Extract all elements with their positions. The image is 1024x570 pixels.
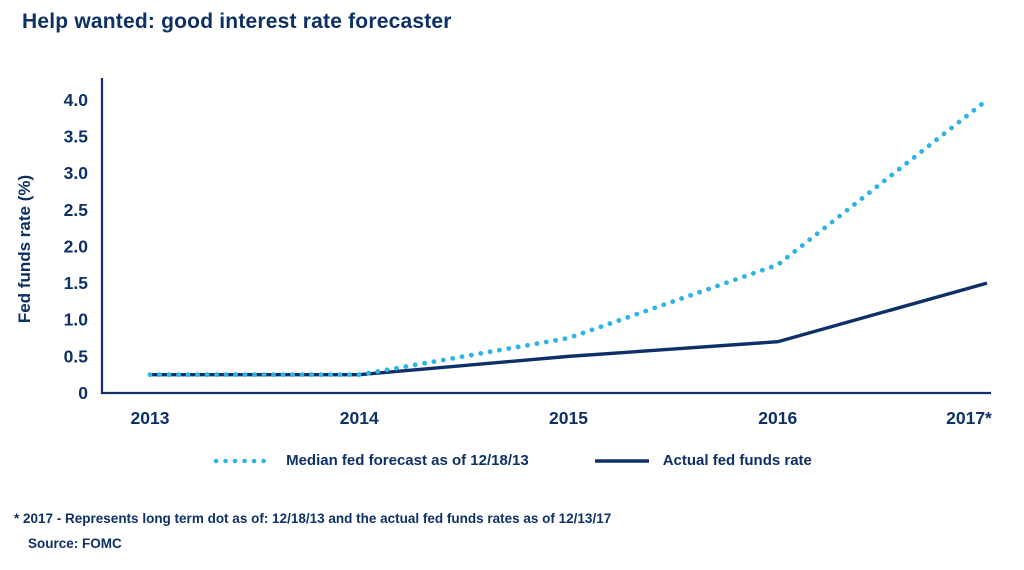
legend-item-actual: Actual fed funds rate	[593, 452, 812, 469]
legend-item-forecast: Median fed forecast as of 12/18/13	[212, 452, 529, 469]
axes	[100, 78, 991, 395]
chart-svg: 0 0.5 1.0 1.5 2.0 2.5 3.0 3.5 4.0 2013 2014 2015 201…	[64, 78, 992, 428]
series-line-actual	[150, 281, 988, 377]
dotted-line-swatch	[213, 458, 273, 463]
y-tick-label: 3.5	[64, 127, 89, 147]
x-tick-label: 2017*	[946, 408, 992, 428]
y-tick-label: 2.5	[64, 200, 89, 220]
y-tick-label: 0	[78, 383, 88, 403]
x-tick-label: 2015	[549, 408, 588, 428]
legend: Median fed forecast as of 12/18/13 Actua…	[0, 452, 1024, 469]
page-title: Help wanted: good interest rate forecast…	[22, 10, 452, 33]
y-tick-label: 4.0	[64, 90, 89, 110]
x-tick-label: 2016	[758, 408, 797, 428]
solid-line-swatch	[594, 458, 649, 463]
x-tick-label: 2013	[131, 408, 170, 428]
x-tick-label: 2014	[340, 408, 379, 428]
legend-label-actual: Actual fed funds rate	[662, 452, 812, 469]
y-tick-label: 1.0	[64, 310, 89, 330]
y-tick-label: 1.5	[64, 273, 89, 293]
footnote: * 2017 - Represents long term dot as of:…	[14, 511, 612, 526]
legend-label-forecast: Median fed forecast as of 12/18/13	[286, 452, 529, 469]
y-tick-label: 3.0	[64, 163, 89, 183]
series-line-forecast	[147, 97, 990, 378]
source-note: Source: FOMC	[28, 536, 122, 551]
y-tick-label: 0.5	[64, 346, 89, 366]
y-tick-label: 2.0	[64, 236, 89, 256]
